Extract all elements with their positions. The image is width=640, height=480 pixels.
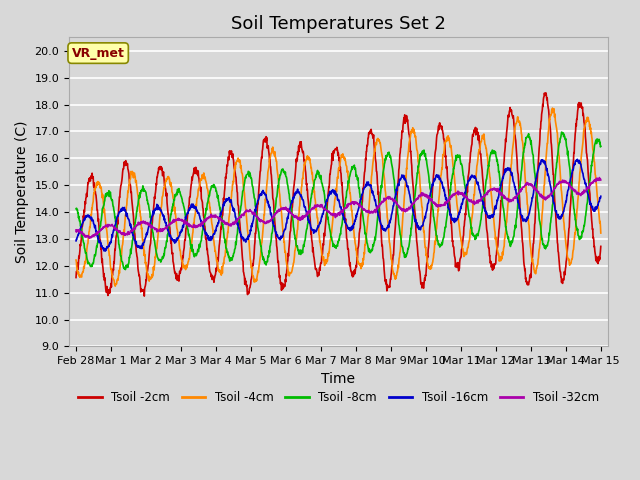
Tsoil -8cm bbox=[597, 144, 605, 149]
Tsoil -16cm bbox=[597, 193, 605, 199]
Tsoil -2cm bbox=[113, 232, 120, 238]
Tsoil -32cm bbox=[316, 203, 323, 208]
Tsoil -4cm bbox=[306, 156, 314, 162]
Legend: Tsoil -2cm, Tsoil -4cm, Tsoil -8cm, Tsoil -16cm, Tsoil -32cm: Tsoil -2cm, Tsoil -4cm, Tsoil -8cm, Tsoi… bbox=[73, 386, 604, 408]
Tsoil -4cm bbox=[295, 211, 303, 217]
Tsoil -32cm bbox=[295, 216, 303, 222]
Tsoil -16cm bbox=[134, 244, 142, 250]
Tsoil -4cm bbox=[111, 283, 119, 289]
Tsoil -16cm bbox=[295, 189, 303, 195]
Tsoil -32cm bbox=[371, 207, 379, 213]
Tsoil -2cm bbox=[306, 213, 314, 218]
Tsoil -2cm bbox=[140, 293, 148, 299]
Tsoil -16cm bbox=[102, 248, 109, 254]
Tsoil -2cm bbox=[597, 243, 605, 249]
Y-axis label: Soil Temperature (C): Soil Temperature (C) bbox=[15, 120, 29, 263]
Tsoil -32cm bbox=[597, 177, 605, 183]
Tsoil -32cm bbox=[72, 227, 80, 233]
Tsoil -2cm bbox=[371, 149, 379, 155]
Tsoil -32cm bbox=[113, 226, 121, 232]
Line: Tsoil -8cm: Tsoil -8cm bbox=[76, 132, 601, 270]
Tsoil -32cm bbox=[85, 235, 93, 241]
Tsoil -2cm bbox=[72, 275, 80, 280]
Tsoil -8cm bbox=[134, 198, 142, 204]
Tsoil -4cm bbox=[134, 196, 142, 202]
Tsoil -4cm bbox=[72, 257, 80, 263]
Tsoil -8cm bbox=[113, 225, 120, 231]
Line: Tsoil -32cm: Tsoil -32cm bbox=[76, 178, 601, 238]
Tsoil -2cm bbox=[542, 90, 550, 96]
Tsoil -8cm bbox=[371, 234, 379, 240]
Tsoil -8cm bbox=[122, 267, 129, 273]
Tsoil -16cm bbox=[306, 220, 314, 226]
Tsoil -8cm bbox=[316, 174, 323, 180]
Tsoil -32cm bbox=[306, 209, 314, 215]
Title: Soil Temperatures Set 2: Soil Temperatures Set 2 bbox=[231, 15, 446, 33]
Tsoil -16cm bbox=[573, 156, 581, 162]
Line: Tsoil -4cm: Tsoil -4cm bbox=[76, 108, 601, 286]
Tsoil -32cm bbox=[596, 175, 604, 180]
Tsoil -16cm bbox=[72, 238, 80, 244]
Text: VR_met: VR_met bbox=[72, 47, 125, 60]
Tsoil -32cm bbox=[134, 219, 142, 225]
Tsoil -4cm bbox=[597, 230, 605, 236]
Tsoil -4cm bbox=[113, 277, 121, 283]
Tsoil -8cm bbox=[306, 204, 314, 210]
Line: Tsoil -16cm: Tsoil -16cm bbox=[76, 159, 601, 251]
Tsoil -16cm bbox=[113, 215, 121, 220]
X-axis label: Time: Time bbox=[321, 372, 355, 385]
Tsoil -4cm bbox=[316, 233, 323, 239]
Line: Tsoil -2cm: Tsoil -2cm bbox=[76, 93, 601, 296]
Tsoil -2cm bbox=[295, 149, 303, 155]
Tsoil -16cm bbox=[316, 222, 323, 228]
Tsoil -4cm bbox=[548, 105, 556, 111]
Tsoil -2cm bbox=[134, 266, 142, 272]
Tsoil -16cm bbox=[371, 198, 379, 204]
Tsoil -8cm bbox=[72, 206, 80, 212]
Tsoil -8cm bbox=[557, 129, 565, 135]
Tsoil -2cm bbox=[316, 266, 323, 272]
Tsoil -4cm bbox=[371, 148, 379, 154]
Tsoil -8cm bbox=[295, 252, 303, 257]
